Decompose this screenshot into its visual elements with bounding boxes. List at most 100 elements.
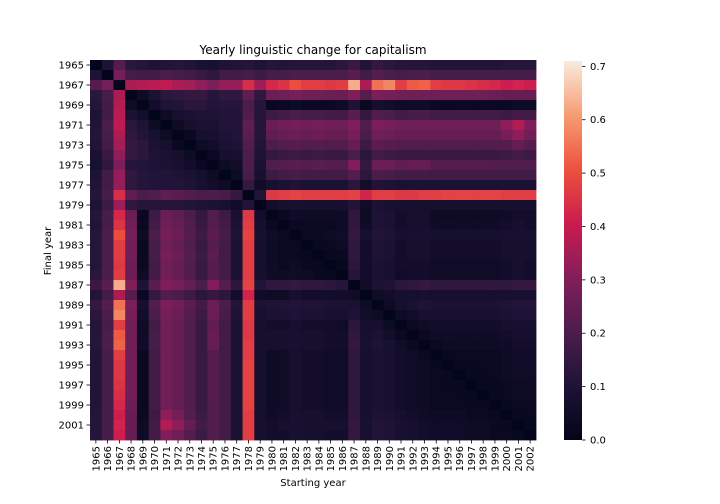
chart-title: Yearly linguistic change for capitalism xyxy=(198,43,426,57)
heatmap-cell xyxy=(453,180,466,191)
heatmap-cell xyxy=(101,290,114,301)
heatmap-cell xyxy=(524,300,537,311)
heatmap-cell xyxy=(125,210,138,221)
heatmap-cell xyxy=(125,260,138,271)
heatmap-cell xyxy=(242,290,255,301)
heatmap-cell xyxy=(383,380,396,391)
heatmap-cell xyxy=(500,190,513,201)
heatmap-cell xyxy=(348,400,361,411)
heatmap-cell xyxy=(500,140,513,151)
heatmap-cell xyxy=(313,110,326,121)
heatmap-cell xyxy=(101,390,114,401)
heatmap-cell xyxy=(477,100,490,111)
heatmap-cell xyxy=(125,60,138,71)
heatmap-cell xyxy=(465,290,478,301)
heatmap-cell xyxy=(301,110,314,121)
heatmap-cell xyxy=(289,230,302,241)
heatmap-cell xyxy=(371,330,384,341)
heatmap-cell xyxy=(136,340,150,351)
heatmap-cell xyxy=(289,70,302,81)
heatmap-cell xyxy=(512,380,525,391)
heatmap-cell xyxy=(442,360,455,371)
heatmap-cell xyxy=(442,90,455,101)
heatmap-cell xyxy=(172,300,185,311)
heatmap-cell xyxy=(348,270,361,281)
heatmap-cell xyxy=(113,410,126,421)
heatmap-cell xyxy=(406,80,420,91)
heatmap-cell xyxy=(324,270,337,281)
heatmap-cell xyxy=(183,250,197,261)
heatmap-cell xyxy=(430,330,443,341)
heatmap-cell xyxy=(289,120,302,131)
heatmap-cell xyxy=(477,330,490,341)
heatmap-cell xyxy=(336,170,349,181)
heatmap-cell xyxy=(230,290,243,301)
heatmap-cell xyxy=(183,370,197,381)
heatmap-cell xyxy=(207,390,220,401)
heatmap-cell xyxy=(90,150,103,161)
heatmap-cell xyxy=(406,130,420,141)
heatmap-cell xyxy=(136,220,150,231)
heatmap-cell xyxy=(453,350,466,361)
heatmap-cell xyxy=(160,210,173,221)
heatmap-cell xyxy=(442,330,455,341)
heatmap-cell xyxy=(136,100,150,111)
heatmap-cell xyxy=(301,340,314,351)
heatmap-cell xyxy=(219,340,232,351)
heatmap-cell xyxy=(125,220,138,231)
heatmap-cell xyxy=(183,340,197,351)
heatmap-cell xyxy=(465,370,478,381)
heatmap-cell xyxy=(430,260,443,271)
heatmap-cell xyxy=(477,230,490,241)
heatmap-cell xyxy=(383,280,396,291)
heatmap-cell xyxy=(477,370,490,381)
heatmap-cell xyxy=(242,110,255,121)
heatmap-cell xyxy=(442,280,455,291)
heatmap-cell xyxy=(125,320,138,331)
x-tick-label: 1968 xyxy=(127,446,138,471)
heatmap-cell xyxy=(113,270,126,281)
heatmap-cell xyxy=(254,220,267,231)
heatmap-cell xyxy=(512,190,525,201)
heatmap-cell xyxy=(453,360,466,371)
heatmap-cell xyxy=(430,340,443,351)
heatmap-cell xyxy=(359,260,373,271)
heatmap-cell xyxy=(125,250,138,261)
heatmap-cell xyxy=(359,320,373,331)
heatmap-cell xyxy=(383,420,396,431)
heatmap-cell xyxy=(242,70,255,81)
heatmap-cell xyxy=(266,260,279,271)
heatmap-cell xyxy=(406,260,420,271)
heatmap-cell xyxy=(453,340,466,351)
heatmap-cell xyxy=(195,120,208,131)
heatmap-cell xyxy=(453,90,466,101)
heatmap-cell xyxy=(90,310,103,321)
x-tick-label: 1993 xyxy=(420,446,431,471)
heatmap-cell xyxy=(289,140,302,151)
heatmap-cell xyxy=(512,80,525,91)
heatmap-cell xyxy=(477,240,490,251)
heatmap-cell xyxy=(524,270,537,281)
heatmap-cell xyxy=(348,210,361,221)
heatmap-cell xyxy=(489,320,502,331)
heatmap-cell xyxy=(442,300,455,311)
heatmap-cell xyxy=(336,60,349,71)
heatmap-cell xyxy=(395,330,408,341)
heatmap-cell xyxy=(148,340,161,351)
heatmap-cell xyxy=(477,350,490,361)
heatmap-cell xyxy=(289,90,302,101)
heatmap-cell xyxy=(371,200,384,211)
heatmap-cell xyxy=(383,340,396,351)
heatmap-cell xyxy=(313,120,326,131)
heatmap-cell xyxy=(101,170,114,181)
heatmap-cell xyxy=(500,80,513,91)
heatmap-cell xyxy=(183,120,197,131)
heatmap-cell xyxy=(371,100,384,111)
heatmap-cell xyxy=(301,380,314,391)
heatmap-cell xyxy=(207,70,220,81)
heatmap-cell xyxy=(383,320,396,331)
heatmap-cell xyxy=(148,120,161,131)
heatmap-cell xyxy=(336,130,349,141)
x-tick-label: 1987 xyxy=(350,446,361,471)
